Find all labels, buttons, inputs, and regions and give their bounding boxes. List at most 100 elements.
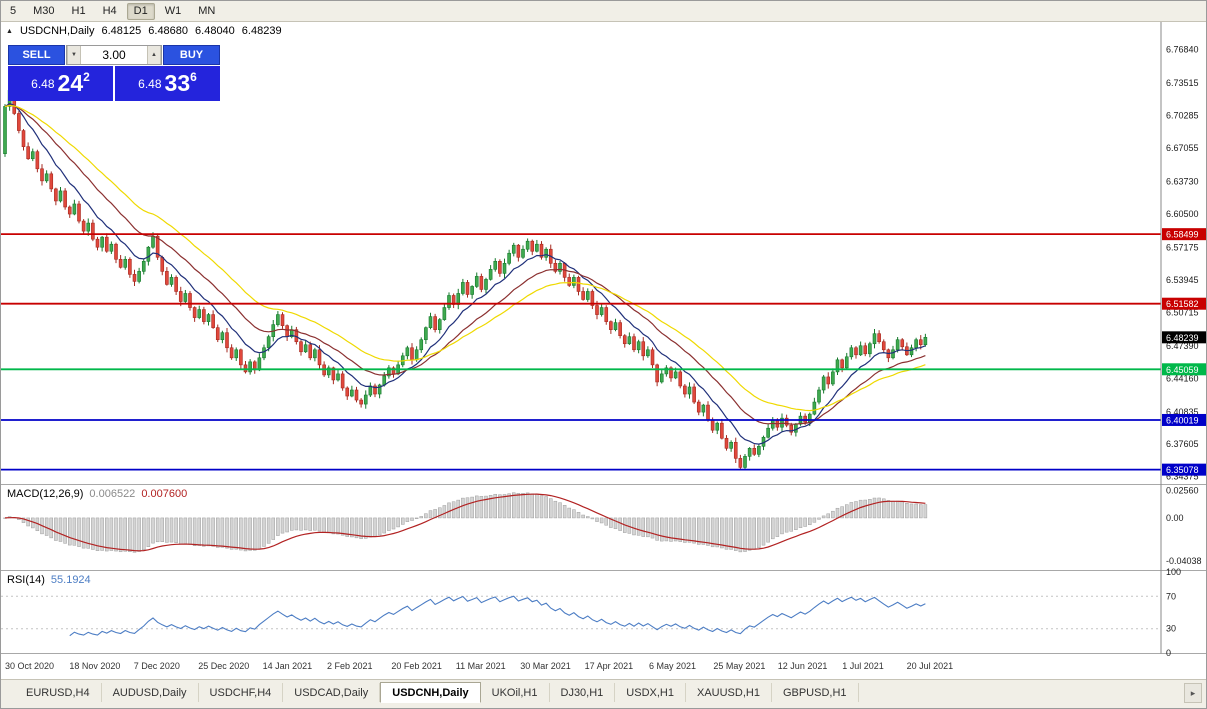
macd-name: MACD(12,26,9) (7, 488, 84, 500)
ohlc-open: 6.48125 (101, 25, 142, 37)
tab-usdx-h1[interactable]: USDX,H1 (615, 683, 686, 702)
level-price-badge: 6.35078 (1162, 463, 1206, 476)
ohlc-close: 6.48239 (241, 25, 282, 37)
sell-button[interactable]: SELL (8, 45, 65, 65)
timeframe-toolbar: 5 M30 H1 H4 D1 W1 MN (1, 1, 1206, 22)
svg-text:6.48239: 6.48239 (1166, 333, 1199, 343)
timeframe-d1-button[interactable]: D1 (126, 2, 155, 20)
date-label: 20 Feb 2021 (391, 661, 442, 671)
price-tick-label: 6.47390 (1166, 341, 1199, 351)
timeframe-m5-button[interactable]: 5 (3, 3, 23, 20)
price-tick-label: 6.44160 (1166, 373, 1199, 383)
price-tick-label: 6.67055 (1166, 143, 1199, 153)
sell-quote-prefix: 6.48 (31, 76, 55, 91)
date-label: 25 May 2021 (713, 661, 765, 671)
rsi-value: 55.1924 (50, 574, 91, 586)
volume-down-icon[interactable]: ▼ (67, 46, 81, 64)
rsi-line (69, 595, 926, 637)
one-click-trading-panel: SELL ▼ 3.00 ▲ BUY 6.48 24 2 6.48 33 6 (8, 45, 220, 101)
svg-text:6.51582: 6.51582 (1166, 299, 1199, 309)
svg-text:6.40019: 6.40019 (1166, 415, 1199, 425)
chart-header: ▲ USDCNH,Daily 6.48125 6.48680 6.48040 6… (6, 25, 282, 37)
svg-text:6.58499: 6.58499 (1166, 230, 1199, 240)
timeframe-m30-button[interactable]: M30 (26, 3, 61, 20)
volume-stepper: ▼ 3.00 ▲ (66, 45, 162, 65)
price-tick-label: 6.73515 (1166, 78, 1199, 88)
chart-background (1, 21, 1206, 681)
price-tick-label: 6.50715 (1166, 307, 1199, 317)
date-label: 1 Jul 2021 (842, 661, 884, 671)
date-label: 14 Jan 2021 (263, 661, 313, 671)
tab-scroll-right-icon[interactable]: ▸ (1184, 683, 1202, 703)
tab-eurusd-h4[interactable]: EURUSD,H4 (15, 683, 102, 702)
price-tick-label: 6.53945 (1166, 275, 1199, 285)
rsi-axis-label: 70 (1166, 591, 1176, 601)
price-tick-label: 6.76840 (1166, 45, 1199, 55)
chart-tab-bar: EURUSD,H4 AUDUSD,Daily USDCHF,H4 USDCAD,… (1, 679, 1206, 708)
buy-quote[interactable]: 6.48 33 6 (115, 66, 220, 101)
rsi-axis-label: 100 (1166, 567, 1181, 577)
date-label: 20 Jul 2021 (907, 661, 954, 671)
timeframe-h1-button[interactable]: H1 (65, 3, 93, 20)
ohlc-high: 6.48680 (148, 25, 189, 37)
rsi-name: RSI(14) (7, 574, 45, 586)
svg-text:6.35078: 6.35078 (1166, 465, 1199, 475)
buy-quote-pips: 33 (164, 70, 191, 97)
price-tick-label: 6.60500 (1166, 209, 1199, 219)
ohlc-low: 6.48040 (195, 25, 235, 37)
macd-axis-label: 0.02560 (1166, 486, 1199, 496)
price-chart[interactable]: 6.76840 6.73515 6.70285 6.67055 6.63730 6.605… (1, 21, 1207, 681)
level-price-badge: 6.51582 (1162, 297, 1206, 310)
tab-ukoil-h1[interactable]: UKOil,H1 (481, 683, 550, 702)
date-label: 25 Dec 2020 (198, 661, 249, 671)
rsi-axis-label: 30 (1166, 624, 1176, 634)
candles (3, 86, 928, 471)
date-label: 30 Oct 2020 (5, 661, 54, 671)
sell-quote-pips: 24 (57, 70, 84, 97)
macd-signal-line (4, 493, 926, 552)
date-label: 6 May 2021 (649, 661, 696, 671)
buy-button[interactable]: BUY (163, 45, 220, 65)
tab-audusd-daily[interactable]: AUDUSD,Daily (102, 683, 199, 702)
svg-text:6.45059: 6.45059 (1166, 365, 1199, 375)
macd-histogram (3, 492, 928, 553)
date-label: 2 Feb 2021 (327, 661, 373, 671)
price-tick-label: 6.37605 (1166, 439, 1199, 449)
macd-indicator-label: MACD(12,26,9) 0.006522 0.007600 (7, 488, 187, 500)
buy-quote-prefix: 6.48 (138, 76, 162, 91)
price-tick-label: 6.70285 (1166, 111, 1199, 121)
tab-xauusd-h1[interactable]: XAUUSD,H1 (686, 683, 772, 702)
ma-line-mid (4, 104, 926, 425)
tab-usdchf-h4[interactable]: USDCHF,H4 (199, 683, 284, 702)
tab-dj30-h1[interactable]: DJ30,H1 (550, 683, 616, 702)
price-tick-label: 6.57175 (1166, 242, 1199, 252)
tab-usdcad-daily[interactable]: USDCAD,Daily (283, 683, 381, 702)
macd-axis-label: 0.00 (1166, 513, 1184, 523)
collapse-panel-icon[interactable]: ▲ (6, 27, 13, 35)
date-label: 12 Jun 2021 (778, 661, 828, 671)
date-label: 30 Mar 2021 (520, 661, 571, 671)
timeframe-h4-button[interactable]: H4 (96, 3, 124, 20)
sell-quote[interactable]: 6.48 24 2 (8, 66, 113, 101)
macd-main-value: 0.006522 (89, 488, 136, 500)
volume-up-icon[interactable]: ▲ (147, 46, 161, 64)
price-tick-label: 6.63730 (1166, 177, 1199, 187)
volume-input[interactable]: 3.00 (102, 48, 126, 62)
chart-symbol-label: USDCNH,Daily (19, 25, 95, 37)
current-price-badge: 6.48239 (1162, 331, 1206, 344)
price-tick-label: 6.40835 (1166, 407, 1199, 417)
timeframe-mn-button[interactable]: MN (191, 3, 222, 20)
level-price-badge: 6.40019 (1162, 413, 1206, 426)
price-tick-label: 6.34375 (1166, 472, 1199, 482)
tab-gbpusd-h1[interactable]: GBPUSD,H1 (772, 683, 859, 702)
tab-usdcnh-daily[interactable]: USDCNH,Daily (380, 682, 481, 703)
sell-quote-point: 2 (83, 69, 90, 84)
rsi-axis-label: 0 (1166, 648, 1171, 658)
ma-line-slow (4, 104, 926, 412)
level-price-badge: 6.58499 (1162, 228, 1206, 241)
level-price-badge: 6.45059 (1162, 363, 1206, 376)
rsi-indicator-label: RSI(14) 55.1924 (7, 574, 91, 586)
timeframe-w1-button[interactable]: W1 (158, 3, 189, 20)
macd-signal-value: 0.007600 (141, 488, 188, 500)
